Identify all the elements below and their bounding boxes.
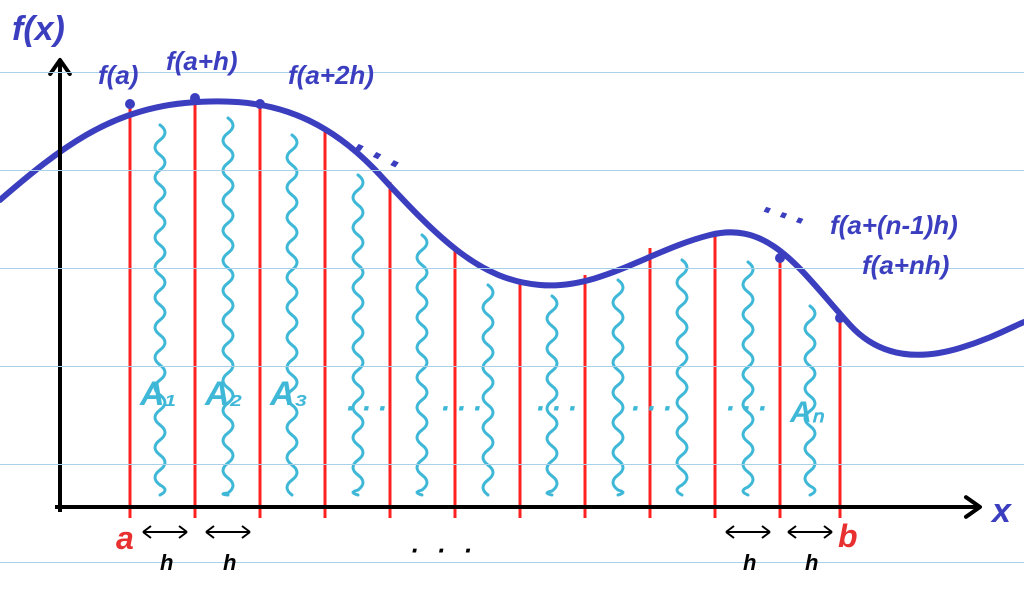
area-label: Aₙ (790, 395, 824, 430)
fill-squiggle (417, 235, 427, 495)
ellipsis-mid: ··· (440, 392, 488, 426)
diagram-canvas (0, 0, 1024, 601)
sample-point-dot (835, 313, 845, 323)
fill-squiggle (223, 118, 233, 495)
function-value-label: f(a) (98, 60, 138, 91)
sample-point-dot (190, 93, 200, 103)
ellipsis-mid: ··· (630, 392, 678, 426)
area-label: A₃ (270, 375, 308, 414)
h-label: h (743, 550, 756, 576)
fill-squiggle (743, 262, 753, 495)
x-axis-label: x (992, 492, 1011, 531)
sample-point-dot (125, 99, 135, 109)
h-label: h (805, 550, 818, 576)
ellipsis-mid: ··· (345, 392, 393, 426)
sample-point-dot (255, 99, 265, 109)
gridline (0, 464, 1024, 465)
function-value-label: f(a+h) (166, 46, 238, 77)
gridline (0, 72, 1024, 73)
fill-squiggle (353, 175, 363, 495)
limit-b-label: b (838, 518, 858, 555)
ellipsis-bottom: ··· (410, 535, 490, 566)
limit-a-label: a (116, 520, 134, 557)
sample-point-dot (775, 253, 785, 263)
gridline (0, 170, 1024, 171)
gridline (0, 562, 1024, 563)
function-value-label: f(a+(n-1)h) (830, 210, 958, 241)
function-value-label: f(a+nh) (862, 250, 949, 281)
fill-squiggle (613, 280, 623, 495)
function-value-label: f(a+2h) (288, 60, 374, 91)
gridline (0, 366, 1024, 367)
fill-squiggle (677, 260, 687, 495)
area-label: A₂ (205, 375, 243, 414)
y-axis-label: f(x) (12, 10, 65, 49)
h-label: h (223, 550, 236, 576)
fill-squiggle (155, 125, 165, 495)
fill-squiggle (287, 135, 297, 495)
area-label: A₁ (140, 375, 177, 414)
h-label: h (160, 550, 173, 576)
ellipsis-mid: ··· (535, 392, 583, 426)
ellipsis-mid: ··· (725, 392, 773, 426)
